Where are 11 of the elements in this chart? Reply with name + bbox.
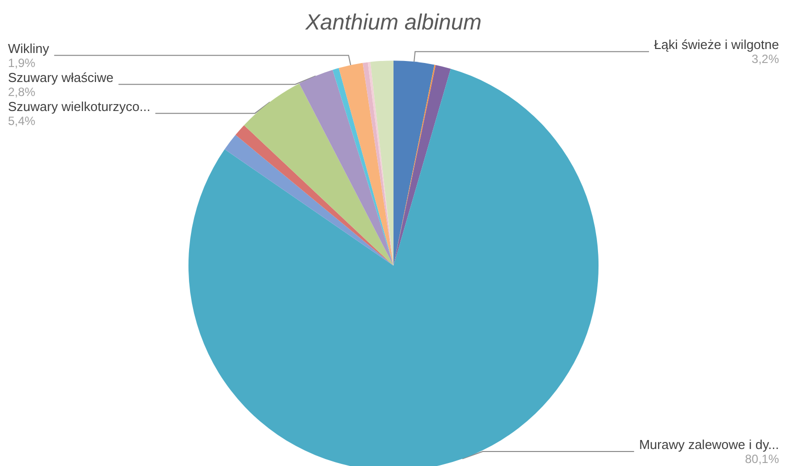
slice-label: Szuwary wielkoturzyco... (8, 98, 150, 114)
slice-label: Szuwary właściwe (8, 70, 114, 85)
data-label: 80,1% (744, 452, 780, 466)
data-label: 3,2% (752, 52, 780, 66)
data-label: 1,9% (8, 56, 36, 70)
slice-label: Łąki świeże i wilgotne (654, 37, 779, 52)
data-label: 2,8% (8, 84, 36, 99)
slice-label: Murawy zalewowe i dy... (639, 437, 779, 452)
data-label: 5,4% (8, 114, 36, 128)
chart-title: Xanthium albinum (304, 10, 482, 34)
slice-label: Wikliny (8, 40, 50, 56)
